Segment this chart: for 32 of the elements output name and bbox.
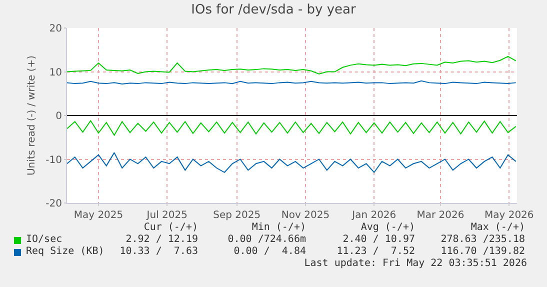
text: 2.40 / 10.97 — [342, 234, 415, 246]
x-tick-label: Nov 2025 — [281, 210, 330, 221]
chart-title: IOs for /dev/sda - by year — [191, 2, 357, 18]
y-tick-label: -20 — [46, 198, 62, 210]
text: 0.00 /724.66m — [228, 234, 306, 246]
x-tick-label: Sep 2025 — [213, 210, 261, 221]
text: 116.70 /139.82 — [440, 246, 525, 258]
text: 10.33 / 7.63 — [120, 246, 198, 258]
y-tick-label: 10 — [49, 67, 62, 78]
text: 0.00 / 4.84 — [234, 246, 306, 258]
text: Max (-/+) — [470, 222, 525, 234]
y-tick-label: 0 — [56, 111, 62, 122]
x-tick-label: Jan 2026 — [351, 210, 396, 221]
x-tick-label: May 2025 — [74, 210, 124, 221]
line-series — [67, 120, 516, 136]
text: Avg (-/+) — [360, 222, 415, 234]
x-tick-label: Jul 2025 — [146, 210, 188, 221]
x-tick-label: Mar 2026 — [416, 210, 464, 221]
text: 2.92 / 12.19 — [126, 234, 198, 246]
text: 11.23 / 7.52 — [336, 246, 415, 258]
y-tick-label: -10 — [46, 154, 62, 166]
x-tick-label: May 2026 — [484, 210, 534, 221]
y-tick-label: 20 — [49, 24, 62, 34]
y-axis-title: Units read (-) / write (+) — [26, 55, 38, 176]
legend-label: IO/sec — [26, 234, 62, 246]
text: 278.63 /235.18 — [440, 234, 525, 246]
text: Cur (-/+) — [144, 222, 198, 234]
line-series — [67, 56, 516, 74]
text: Last update: Fri May 22 03:35:51 2026 — [304, 258, 527, 270]
text: Min (-/+) — [252, 222, 306, 234]
legend-label: Req Size (KB) — [26, 246, 104, 258]
line-series — [67, 152, 516, 173]
